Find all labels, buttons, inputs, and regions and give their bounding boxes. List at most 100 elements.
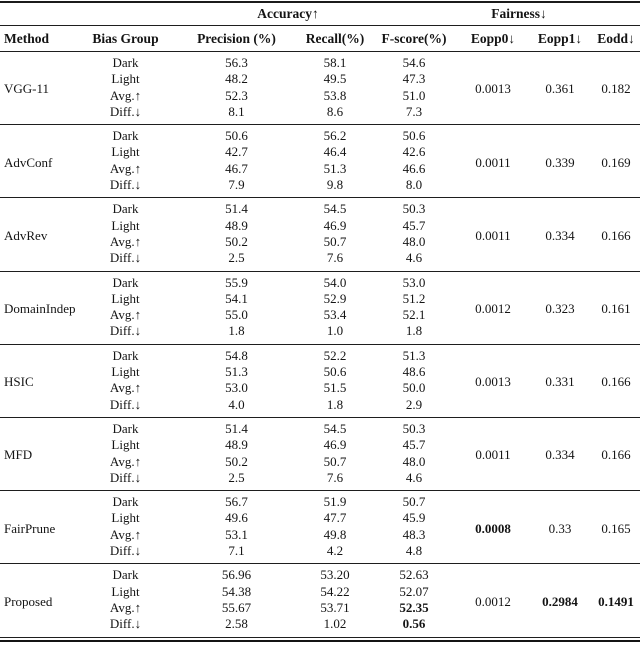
fscore-value: 53.0 (370, 270, 458, 291)
recall-value: 46.4 (323, 144, 347, 160)
bias-group-label: Diff.↓ (109, 543, 142, 559)
fscore-value: 7.3 (405, 103, 423, 119)
bias-group-label: Light (111, 217, 140, 233)
table-row: Diff.↓ 4.0 1.8 2.9 (0, 397, 640, 418)
table-row: Light 54.1 52.9 51.2 (0, 291, 640, 307)
recall-value: 46.9 (323, 437, 347, 453)
table-row: Light 51.3 50.6 48.6 (0, 364, 640, 380)
eodd-value: 0.166 (592, 343, 640, 418)
table-row: Avg.↑ 50.2 50.7 48.0 (0, 454, 640, 470)
recall-value: 51.9 (300, 490, 370, 511)
table-row: Light 48.9 46.9 45.7 (0, 437, 640, 453)
fscore-value: 4.8 (405, 543, 423, 559)
bias-group-label: Avg.↑ (109, 526, 142, 542)
precision-value: 53.0 (225, 380, 248, 396)
recall-value: 8.6 (326, 103, 344, 119)
eodd-value: 0.1491 (592, 563, 640, 637)
precision-value: 8.1 (228, 103, 245, 119)
table-row: AdvRev Dark 51.4 54.5 50.3 0.0011 0.334 0.166 (0, 197, 640, 272)
precision-value: 48.9 (225, 217, 248, 233)
precision-value: 2.5 (228, 250, 245, 266)
group-header-blank (0, 3, 173, 26)
table-row: Diff.↓ 7.9 9.8 8.0 (0, 177, 640, 198)
eopp1-value: 0.339 (528, 124, 592, 198)
bias-group-label: Dark (78, 270, 173, 291)
bias-group-label: Diff.↓ (109, 323, 142, 339)
table-row: Avg.↑ 46.7 51.3 46.6 (0, 161, 640, 177)
bias-group-label: Avg.↑ (109, 87, 142, 103)
fscore-value: 45.9 (402, 510, 426, 526)
fscore-value: 52.63 (370, 563, 458, 584)
fscore-value: 54.6 (402, 55, 426, 70)
table-bottom-rule-thin (0, 636, 640, 638)
fscore-value: 4.6 (405, 469, 423, 485)
method-name: MFD (0, 416, 78, 491)
recall-value: 56.2 (300, 124, 370, 145)
method-name: AdvConf (0, 124, 78, 198)
eopp1-value: 0.323 (528, 270, 592, 345)
table-row: Diff.↓ 8.1 8.6 7.3 (0, 104, 640, 125)
precision-value: 7.1 (228, 543, 245, 559)
table-row: VGG-11 Dark 56.3 58.1 54.6 0.0013 0.361 0.182 (0, 52, 640, 96)
table-row: Avg.↑ 55.67 53.71 52.35 (0, 600, 640, 616)
table-row: Avg.↑ 53.1 49.8 48.3 (0, 527, 640, 543)
accuracy-group-header: Accuracy↑ (173, 3, 458, 26)
fscore-value: 4.6 (405, 250, 423, 266)
fscore-value: 48.0 (402, 233, 426, 249)
eopp0-value: 0.0011 (458, 124, 528, 198)
table-row: Light 49.6 47.7 45.9 (0, 510, 640, 526)
table-row: Light 48.9 46.9 45.7 (0, 218, 640, 234)
precision-value: 56.96 (173, 563, 300, 584)
precision-value: 2.5 (228, 469, 245, 485)
fscore-value: 45.7 (402, 217, 426, 233)
recall-value: 53.20 (300, 563, 370, 584)
fairness-group-header: Fairness↓ (458, 3, 640, 26)
bias-group-label: Diff.↓ (109, 616, 142, 632)
bias-group-label: Dark (78, 416, 173, 438)
bias-group-label: Dark (78, 343, 173, 365)
fscore-value: 50.6 (370, 124, 458, 145)
bias-group-label: Light (111, 364, 140, 380)
bias-group-label: Avg.↑ (109, 160, 142, 176)
table-row: DomainIndep Dark 55.9 54.0 53.0 0.0012 0.323 0.… (0, 270, 640, 345)
method-name: Proposed (0, 563, 78, 637)
precision-value: 53.1 (225, 526, 248, 542)
eodd-value: 0.169 (592, 124, 640, 198)
fscore-value: 50.3 (370, 197, 458, 218)
precision-value: 49.6 (225, 510, 248, 526)
table-row: Diff.↓ 2.5 7.6 4.6 (0, 250, 640, 271)
eopp1-value: 0.2984 (528, 563, 592, 637)
precision-value: 50.6 (173, 124, 300, 145)
column-header-fscore: F-score(%) (370, 25, 458, 52)
recall-value: 49.8 (323, 526, 347, 542)
table-row: HSIC Dark 54.8 52.2 51.3 0.0013 0.331 0.166 (0, 343, 640, 418)
fscore-value: 0.56 (402, 616, 426, 632)
fscore-value: 52.35 (399, 599, 429, 615)
bias-group-label: Diff.↓ (109, 250, 142, 266)
table-top-rule (0, 1, 640, 3)
method-name: HSIC (0, 343, 78, 418)
table-row: Light 48.2 49.5 47.3 (0, 71, 640, 87)
eopp1-value: 0.334 (528, 416, 592, 491)
precision-value: 46.7 (225, 160, 248, 176)
fscore-value: 50.0 (402, 380, 426, 396)
fscore-value: 48.0 (402, 453, 426, 469)
bias-group-label: Avg.↑ (109, 307, 142, 323)
recall-value: 50.6 (323, 364, 347, 380)
precision-value: 55.0 (225, 307, 248, 323)
recall-value: 52.2 (300, 343, 370, 365)
fscore-value: 47.3 (402, 71, 426, 87)
recall-value: 7.6 (326, 469, 344, 485)
column-header-recall: Recall(%) (300, 25, 370, 52)
precision-value: 56.7 (173, 490, 300, 511)
eodd-value: 0.161 (592, 270, 640, 345)
precision-value: 54.1 (225, 290, 248, 306)
recall-value: 46.9 (323, 217, 347, 233)
bias-group-label: Light (111, 437, 140, 453)
recall-value: 50.7 (323, 453, 347, 469)
column-header-eopp0: Eopp0↓ (458, 25, 528, 52)
bias-group-label: Avg.↑ (109, 380, 142, 396)
precision-value: 54.8 (173, 343, 300, 365)
precision-value: 4.0 (228, 396, 245, 412)
fscore-value: 50.7 (370, 490, 458, 511)
